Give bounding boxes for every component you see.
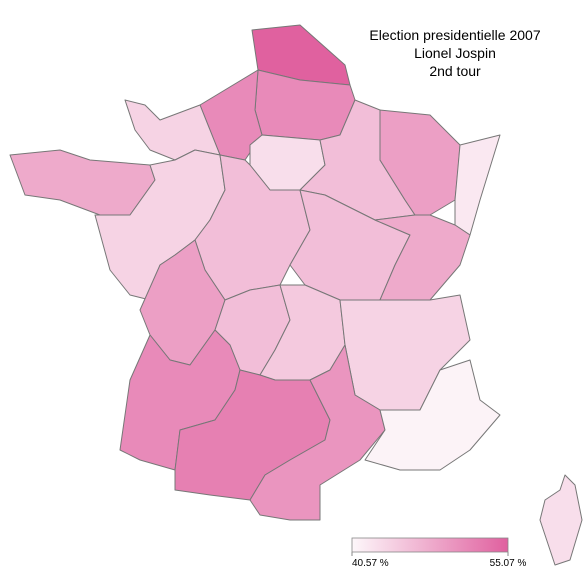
legend: 40.57 % 55.07 % bbox=[351, 537, 527, 569]
legend-gradient bbox=[351, 537, 509, 553]
title-line: Lionel Jospin bbox=[414, 45, 496, 61]
title-line: 2nd tour bbox=[429, 63, 481, 79]
region bbox=[379, 109, 461, 216]
region bbox=[9, 149, 156, 216]
legend-max-label: 55.07 % bbox=[490, 558, 527, 569]
title-line: Election presidentielle 2007 bbox=[369, 27, 540, 43]
region bbox=[539, 474, 583, 566]
regions bbox=[9, 24, 583, 566]
region bbox=[249, 344, 386, 521]
region bbox=[374, 214, 471, 301]
region bbox=[364, 359, 501, 471]
region bbox=[454, 134, 501, 236]
title-block: Election presidentielle 2007 Lionel Josp… bbox=[369, 27, 540, 79]
legend-min-label: 40.57 % bbox=[352, 558, 389, 569]
